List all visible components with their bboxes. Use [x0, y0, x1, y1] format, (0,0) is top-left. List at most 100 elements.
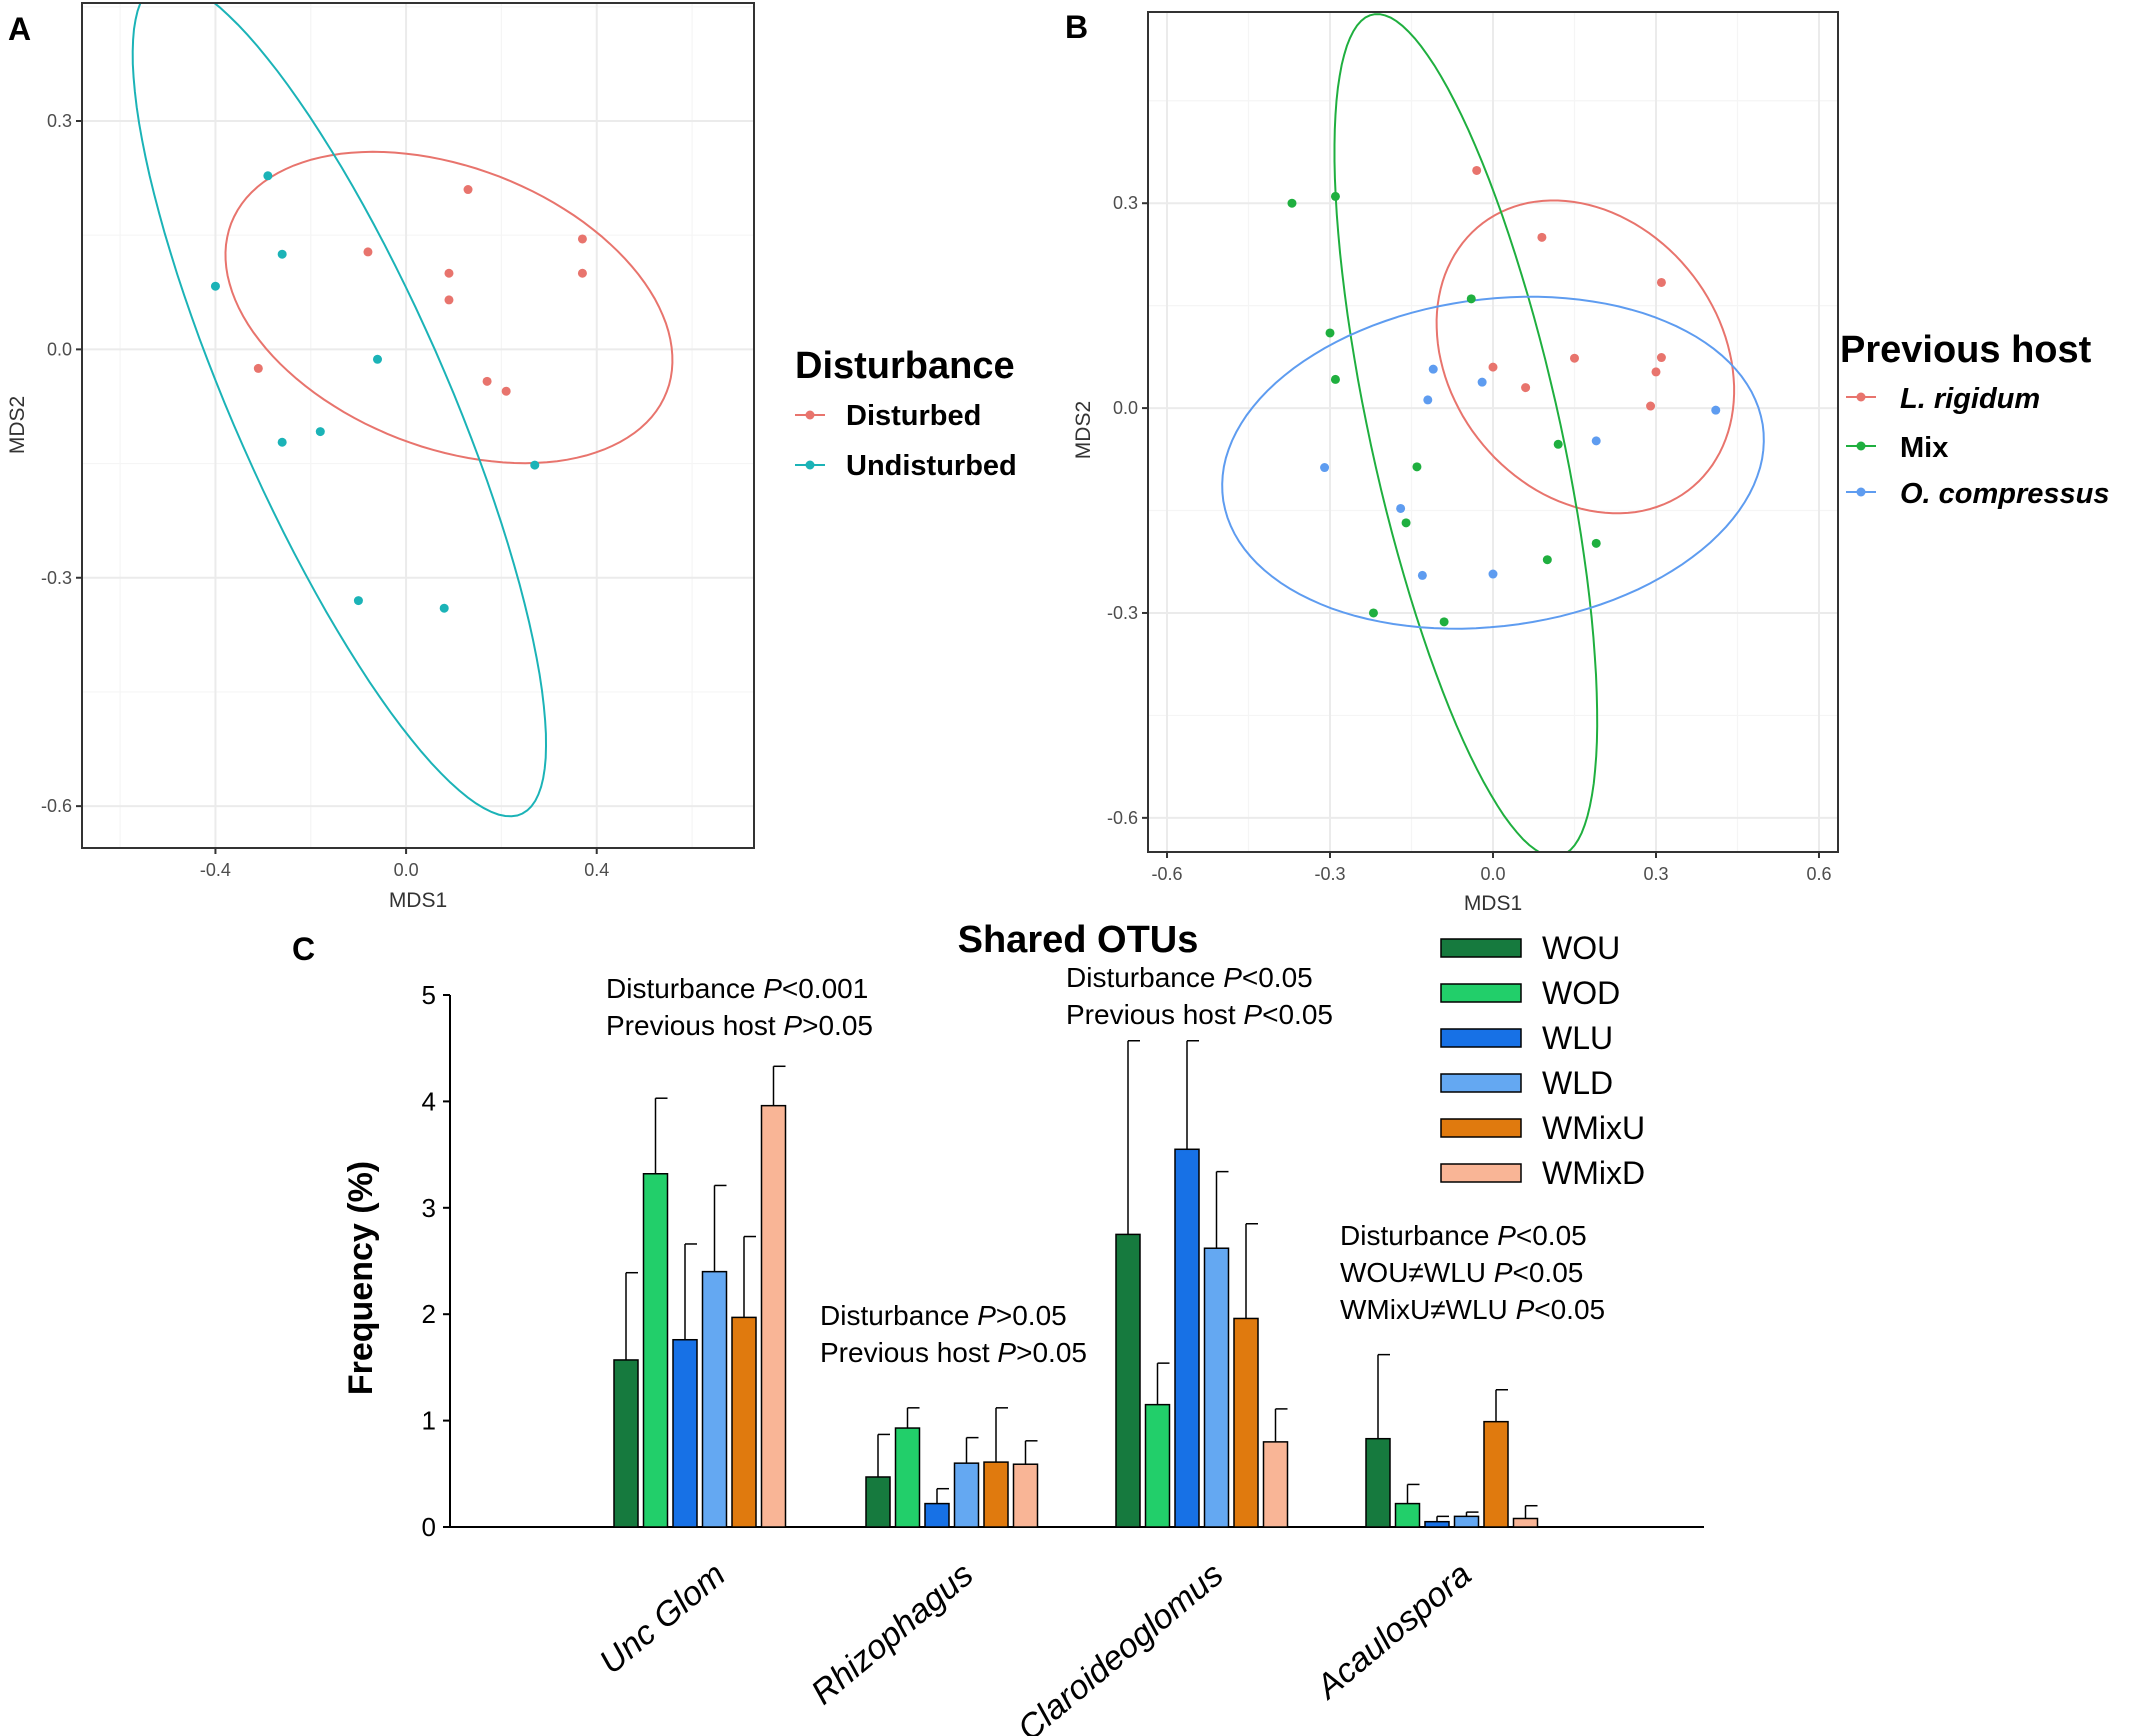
bar-wmixu-rhizophagus	[984, 1462, 1008, 1527]
bar-wod-claroideoglomus	[1146, 1405, 1170, 1527]
bar-wlu-unc-glom	[673, 1340, 697, 1527]
panel-b-point-mix	[1440, 617, 1449, 626]
panel-a-letter: A	[8, 11, 31, 47]
legend-swatch-wmixd	[1441, 1164, 1521, 1182]
bar-wou-acaulospora	[1366, 1439, 1390, 1527]
panel-c-title: Shared OTUs	[958, 919, 1199, 961]
panel-c-ytick-label: 5	[422, 980, 436, 1010]
bar-wmixu-unc-glom	[732, 1317, 756, 1527]
panel-b-ytick-label: -0.3	[1107, 603, 1138, 623]
panel-b-point-o-compressus	[1423, 395, 1432, 404]
bar-wlu-acaulospora	[1425, 1522, 1449, 1527]
bar-wod-acaulospora	[1396, 1504, 1420, 1527]
panel-b-point-o-compressus	[1478, 378, 1487, 387]
panel-a-ytick-label: -0.6	[41, 796, 72, 816]
panel-b-point-l-rigidum	[1570, 354, 1579, 363]
panel-b-ylabel: MDS2	[1072, 401, 1095, 459]
panel-b-point-l-rigidum	[1657, 278, 1666, 287]
legend-key-dot-undisturbed	[806, 461, 815, 470]
panel-a-point-disturbed	[578, 234, 587, 243]
panel-b-point-mix	[1326, 328, 1335, 337]
annotation-1-line-1: Disturbance P<0.001	[606, 973, 868, 1004]
legend-label-l-rigidum: L. rigidum	[1900, 383, 2040, 415]
annotation-2-line-2: Previous host P>0.05	[820, 1337, 1087, 1368]
bar-wou-rhizophagus	[866, 1477, 890, 1527]
annotation-3-line-1: Disturbance P<0.05	[1066, 962, 1313, 993]
panel-b-grid	[1148, 12, 1838, 852]
panel-b-ytick-label: -0.6	[1107, 808, 1138, 828]
legend-label-o-compressus: O. compressus	[1900, 478, 2110, 510]
legend-swatch-wod	[1441, 984, 1521, 1002]
panel-a-point-disturbed	[578, 269, 587, 278]
bar-wou-unc-glom	[614, 1360, 638, 1527]
panel-b-ellipse-mix	[1335, 14, 1598, 857]
panel-a-point-undisturbed	[278, 438, 287, 447]
panel-b-point-o-compressus	[1592, 436, 1601, 445]
panel-a-point-disturbed	[444, 295, 453, 304]
panel-b-scatter: -0.6 -0.3 0.0 0.3 0.6 0.3 0.0 -0.3 -0.6 MDS1 MDS…	[1072, 12, 2110, 915]
panel-a-xtick-label: -0.4	[200, 860, 231, 880]
panel-b-point-mix	[1592, 539, 1601, 548]
legend-key-dot-o-compressus	[1857, 488, 1866, 497]
panel-b-xtick-label: -0.3	[1314, 864, 1345, 884]
legend-swatch-wld	[1441, 1074, 1521, 1092]
panel-a-point-disturbed	[464, 185, 473, 194]
category-label-claroideoglomus: Claroideoglomus	[1011, 1555, 1231, 1736]
panel-c-ytick-label: 2	[422, 1299, 436, 1329]
bar-wmixd-rhizophagus	[1014, 1464, 1038, 1527]
panel-c-ytick-label: 1	[422, 1406, 436, 1436]
panel-b-point-l-rigidum	[1657, 353, 1666, 362]
panel-b-point-l-rigidum	[1537, 233, 1546, 242]
panel-a-point-disturbed	[502, 387, 511, 396]
panel-a-scatter: -0.4 0.0 0.4 0.3 0.0 -0.3 -0.6 MDS1 MDS2 Distu…	[6, 0, 1017, 912]
panel-a-border	[82, 3, 754, 848]
category-label-unc-glom: Unc Glom	[592, 1555, 732, 1681]
panel-b-point-mix	[1331, 375, 1340, 384]
panel-a-legend: Disturbance Disturbed Undisturbed	[795, 345, 1017, 482]
legend-swatch-wmixu	[1441, 1119, 1521, 1137]
panel-b-point-l-rigidum	[1489, 363, 1498, 372]
bar-wlu-rhizophagus	[925, 1504, 949, 1527]
legend-label-mix: Mix	[1900, 432, 1948, 464]
panel-a-point-undisturbed	[211, 282, 220, 291]
bar-wmixu-claroideoglomus	[1234, 1318, 1258, 1527]
panel-a-point-disturbed	[363, 247, 372, 256]
panel-a-ytick-label: 0.3	[47, 111, 72, 131]
panel-a-points	[211, 171, 587, 612]
bar-wmixu-acaulospora	[1484, 1422, 1508, 1527]
panel-a-point-undisturbed	[316, 427, 325, 436]
panel-c-ytick-label: 3	[422, 1193, 436, 1223]
panel-a-ytick-label: 0.0	[47, 339, 72, 359]
panel-b-xtick-label: 0.0	[1480, 864, 1505, 884]
panel-a-point-undisturbed	[373, 355, 382, 364]
legend-key-dot-mix	[1857, 442, 1866, 451]
panel-b-point-mix	[1554, 440, 1563, 449]
legend-key-dot-disturbed	[806, 411, 815, 420]
legend-label-wmixu: WMixU	[1542, 1110, 1645, 1146]
panel-b-point-mix	[1467, 294, 1476, 303]
panel-a-ellipse-disturbed	[226, 152, 673, 463]
panel-a-grid	[82, 3, 754, 848]
panel-a-point-disturbed	[444, 269, 453, 278]
panel-a-ylabel: MDS2	[6, 396, 29, 454]
panel-a-xlabel: MDS1	[389, 889, 447, 912]
panel-b-point-mix	[1412, 462, 1421, 471]
legend-label-disturbed: Disturbed	[846, 400, 981, 432]
panel-b-point-mix	[1331, 192, 1340, 201]
legend-swatch-wou	[1441, 939, 1521, 957]
annotation-4-line-3: WMixU≠WLU P<0.05	[1340, 1294, 1605, 1325]
panel-a-legend-title: Disturbance	[795, 345, 1015, 387]
legend-swatch-wlu	[1441, 1029, 1521, 1047]
panel-b-xtick-label: 0.3	[1643, 864, 1668, 884]
panel-b-xtick-label: 0.6	[1806, 864, 1831, 884]
legend-label-wld: WLD	[1542, 1065, 1613, 1101]
panel-b-ytick-label: 0.3	[1113, 193, 1138, 213]
panel-b-point-o-compressus	[1711, 406, 1720, 415]
panel-a-point-undisturbed	[530, 461, 539, 470]
panel-c-yticks: 0 1 2 3 4 5	[422, 980, 450, 1542]
panel-b-xlabel: MDS1	[1464, 892, 1522, 915]
panel-a-ellipses	[133, 0, 673, 816]
panel-b-ytick-label: 0.0	[1113, 398, 1138, 418]
panel-b-ellipse-l-rigidum	[1437, 201, 1735, 514]
panel-c-ytick-label: 4	[422, 1086, 436, 1116]
